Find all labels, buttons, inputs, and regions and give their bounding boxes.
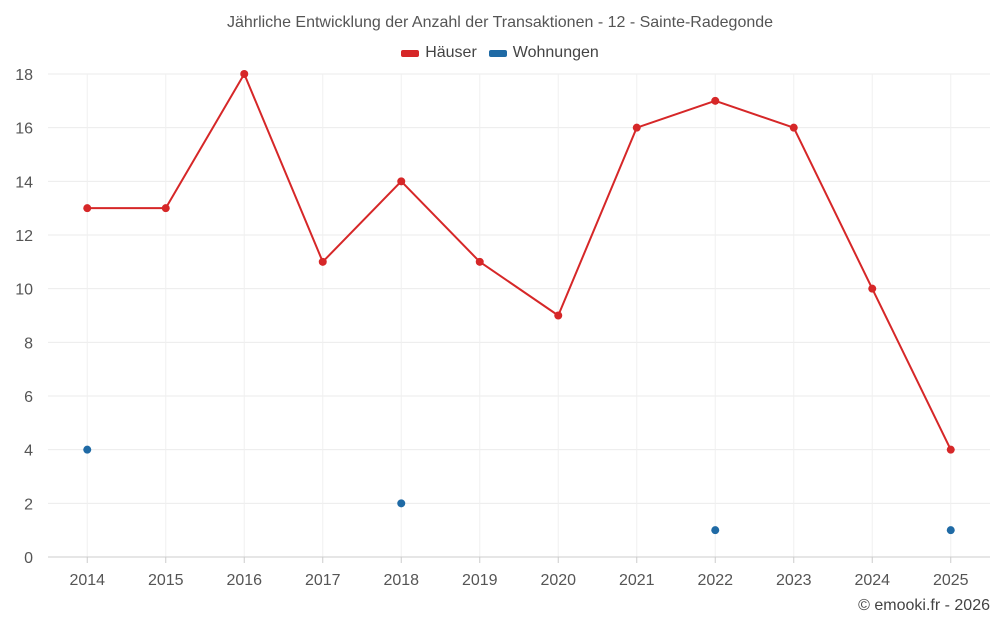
y-tick-label: 16 (15, 121, 33, 138)
data-point-haeuser (554, 311, 563, 320)
x-tick-label: 2023 (776, 572, 812, 589)
y-tick-label: 2 (24, 496, 33, 513)
y-tick-label: 0 (24, 550, 33, 567)
data-point-wohnungen (83, 445, 92, 454)
data-point-haeuser (868, 284, 877, 293)
x-tick-label: 2020 (540, 572, 576, 589)
x-tick-label: 2014 (69, 572, 105, 589)
data-point-haeuser (789, 123, 798, 132)
legend: Häuser Wohnungen (0, 44, 1000, 62)
y-tick-label: 12 (15, 228, 33, 245)
data-point-wohnungen (946, 526, 955, 535)
data-point-haeuser (946, 445, 955, 454)
copyright: © emooki.fr - 2026 (858, 597, 990, 614)
x-tick-label: 2025 (933, 572, 969, 589)
x-tick-label: 2017 (305, 572, 341, 589)
data-point-haeuser (711, 96, 720, 105)
series-line-haeuser (87, 73, 952, 451)
legend-swatch-wohnungen (488, 49, 507, 57)
x-tick-label: 2022 (697, 572, 733, 589)
y-tick-label: 10 (15, 282, 33, 299)
data-point-haeuser (83, 204, 92, 213)
x-tick-label: 2021 (619, 572, 655, 589)
y-tick-label: 8 (24, 335, 33, 352)
legend-swatch-haeuser (401, 49, 420, 57)
chart-title: Jährliche Entwicklung der Anzahl der Tra… (226, 14, 774, 31)
legend-item-wohnungen[interactable]: Wohnungen (488, 44, 599, 62)
x-tick-label: 2019 (462, 572, 498, 589)
data-point-haeuser (240, 70, 249, 78)
data-point-wohnungen (711, 526, 720, 535)
data-point-haeuser (161, 204, 170, 213)
legend-label-wohnungen: Wohnungen (512, 44, 599, 61)
data-point-haeuser (397, 177, 406, 186)
data-point-haeuser (632, 123, 641, 132)
data-point-wohnungen (397, 499, 406, 508)
legend-item-haeuser[interactable]: Häuser (401, 44, 477, 62)
y-tick-label: 14 (15, 174, 33, 191)
data-point-haeuser (318, 257, 327, 266)
y-tick-label: 4 (24, 443, 33, 460)
x-tick-label: 2018 (383, 572, 419, 589)
x-tick-label: 2015 (148, 572, 184, 589)
legend-label-haeuser: Häuser (425, 44, 477, 61)
data-point-haeuser (475, 257, 484, 266)
x-tick-label: 2024 (854, 572, 890, 589)
x-tick-label: 2016 (226, 572, 262, 589)
y-tick-label: 6 (24, 389, 33, 406)
y-tick-label: 18 (15, 67, 33, 84)
